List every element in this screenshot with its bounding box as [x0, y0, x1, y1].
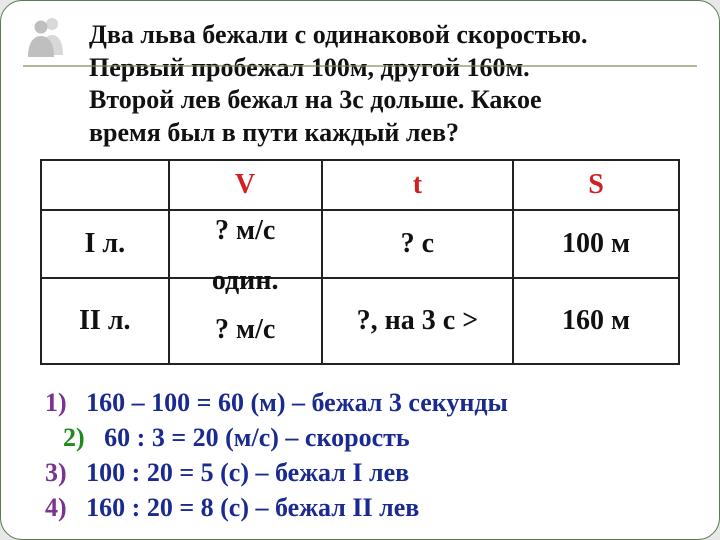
- table-header-row: V t S: [41, 160, 679, 210]
- step-4: 4) 160 : 20 = 8 (с) – бежал II лев: [45, 490, 693, 525]
- row1-t: ? с: [322, 210, 513, 278]
- row1-s: 100 м: [513, 210, 679, 278]
- step-4-num: 4): [45, 493, 67, 522]
- row1-v-value: ? м/с: [215, 215, 275, 246]
- header-rule: [23, 65, 697, 67]
- solution-steps: 1) 160 – 100 = 60 (м) – бежал 3 секунды …: [45, 385, 693, 525]
- step-1: 1) 160 – 100 = 60 (м) – бежал 3 секунды: [45, 385, 693, 420]
- row1-label: I л.: [41, 210, 169, 278]
- col-v: V: [169, 160, 322, 210]
- col-s: S: [513, 160, 679, 210]
- step-2-text: 60 : 3 = 20 (м/с) – скорость: [104, 423, 409, 452]
- step-3-text: 100 : 20 = 5 (с) – бежал I лев: [86, 458, 409, 487]
- step-2: 2) 60 : 3 = 20 (м/с) – скорость: [63, 420, 693, 455]
- col-blank: [41, 160, 169, 210]
- row2-label: II л.: [41, 278, 169, 364]
- col-t: t: [322, 160, 513, 210]
- row1-v: ? м/с один.: [169, 210, 322, 278]
- v-overlap-label: один.: [176, 265, 315, 297]
- data-table-wrapper: V t S I л. ? м/с один. ? с 100 м II л. ?…: [27, 159, 693, 365]
- people-silhouette-icon: [23, 15, 71, 59]
- data-table: V t S I л. ? м/с один. ? с 100 м II л. ?…: [40, 159, 680, 365]
- step-1-num: 1): [45, 388, 67, 417]
- problem-text: Два льва бежали с одинаковой скоростью. …: [89, 19, 693, 149]
- table-row: II л. ? м/с ?, на 3 с > 160 м: [41, 278, 679, 364]
- row2-s: 160 м: [513, 278, 679, 364]
- step-3-num: 3): [45, 458, 67, 487]
- slide-card: Два льва бежали с одинаковой скоростью. …: [0, 0, 720, 540]
- table-row: I л. ? м/с один. ? с 100 м: [41, 210, 679, 278]
- step-4-text: 160 : 20 = 8 (с) – бежал II лев: [86, 493, 419, 522]
- step-1-text: 160 – 100 = 60 (м) – бежал 3 секунды: [86, 388, 508, 417]
- step-3: 3) 100 : 20 = 5 (с) – бежал I лев: [45, 455, 693, 490]
- row2-t: ?, на 3 с >: [322, 278, 513, 364]
- step-2-num: 2): [63, 423, 85, 452]
